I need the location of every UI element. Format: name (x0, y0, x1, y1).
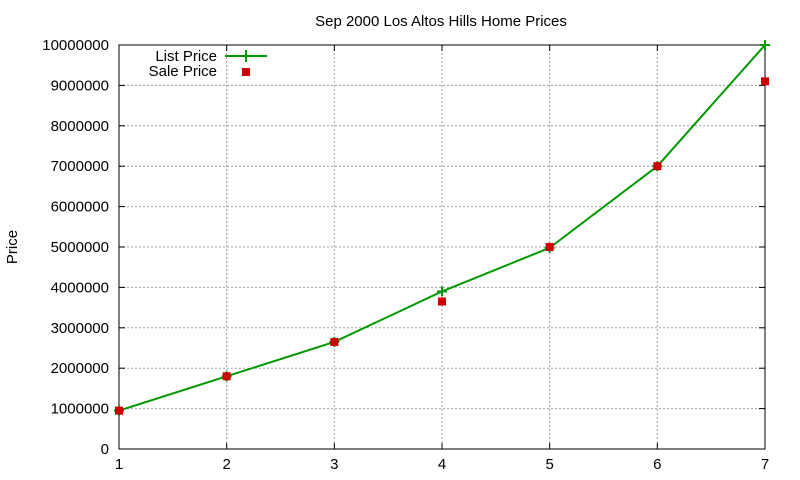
x-tick-label: 3 (330, 456, 338, 473)
y-tick-label: 0 (101, 441, 109, 458)
x-tick-label: 7 (761, 456, 769, 473)
x-tick-label: 5 (545, 456, 553, 473)
grid (119, 45, 765, 449)
x-tick-label: 6 (653, 456, 661, 473)
y-tick-label: 8000000 (51, 118, 109, 135)
y-tick-label: 4000000 (51, 279, 109, 296)
y-tick-label: 7000000 (51, 158, 109, 175)
y-tick-label: 5000000 (51, 239, 109, 256)
list-price-point (760, 40, 770, 50)
legend: List Price Sale Price (149, 48, 267, 80)
y-tick-label: 10000000 (42, 37, 109, 54)
x-tick-label: 1 (115, 456, 123, 473)
list-price-point (437, 286, 447, 297)
series (114, 40, 770, 416)
legend-label-list-price: List Price (155, 48, 217, 65)
chart-title: Sep 2000 Los Altos Hills Home Prices (315, 13, 567, 30)
sale-price-point (115, 406, 123, 415)
y-tick-label: 3000000 (51, 320, 109, 337)
x-tick-label: 2 (222, 456, 230, 473)
y-tick-label: 2000000 (51, 360, 109, 377)
legend-marker-sale-price (242, 68, 250, 76)
y-tick-label: 1000000 (51, 401, 109, 418)
sale-price-point (545, 243, 554, 251)
legend-label-sale-price: Sale Price (149, 63, 217, 80)
sale-price-point (438, 297, 446, 306)
y-tick-label: 6000000 (51, 199, 109, 216)
axis-ticks (118, 44, 766, 450)
y-axis-label: Price (4, 230, 21, 264)
sale-price-point (222, 372, 231, 381)
y-tick-label: 9000000 (51, 77, 109, 94)
y-tick-labels: 0 1000000 2000000 3000000 4000000 5000000 6000… (42, 37, 109, 458)
sale-price-point (653, 162, 662, 171)
x-tick-label: 4 (438, 456, 446, 473)
legend-marker-list-price (240, 50, 252, 62)
series-line-list-price (118, 44, 766, 412)
sale-price-point (761, 77, 769, 86)
x-tick-labels: 1 2 3 4 5 6 7 (115, 456, 769, 473)
sale-price-point (330, 337, 339, 346)
